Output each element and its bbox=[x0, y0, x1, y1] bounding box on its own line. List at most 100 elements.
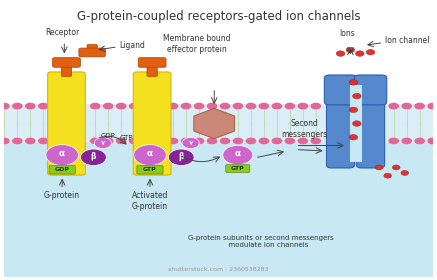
Bar bbox=[4, 104, 433, 143]
Circle shape bbox=[206, 137, 218, 144]
Text: γ: γ bbox=[188, 140, 193, 145]
Circle shape bbox=[80, 149, 106, 165]
FancyBboxPatch shape bbox=[137, 165, 163, 174]
Circle shape bbox=[46, 145, 79, 165]
Circle shape bbox=[349, 107, 357, 113]
Circle shape bbox=[388, 137, 399, 144]
Circle shape bbox=[414, 102, 425, 110]
FancyBboxPatch shape bbox=[133, 72, 171, 175]
Circle shape bbox=[427, 137, 437, 144]
Circle shape bbox=[38, 137, 49, 144]
Bar bbox=[4, 104, 433, 277]
Circle shape bbox=[25, 137, 36, 144]
Circle shape bbox=[180, 102, 191, 110]
Circle shape bbox=[427, 102, 437, 110]
Circle shape bbox=[297, 102, 309, 110]
Circle shape bbox=[128, 102, 140, 110]
Circle shape bbox=[194, 102, 205, 110]
Circle shape bbox=[284, 137, 295, 144]
Circle shape bbox=[246, 137, 257, 144]
FancyBboxPatch shape bbox=[326, 79, 355, 168]
FancyBboxPatch shape bbox=[52, 58, 80, 67]
Text: GTP: GTP bbox=[143, 167, 157, 172]
Text: G-protein-coupled receptors-gated ion channels: G-protein-coupled receptors-gated ion ch… bbox=[76, 10, 361, 23]
Circle shape bbox=[223, 146, 253, 165]
Circle shape bbox=[94, 137, 111, 148]
Circle shape bbox=[219, 137, 231, 144]
Circle shape bbox=[167, 137, 179, 144]
Circle shape bbox=[271, 137, 282, 144]
Text: Second
messengers: Second messengers bbox=[281, 119, 327, 139]
Circle shape bbox=[346, 47, 355, 53]
Circle shape bbox=[25, 102, 36, 110]
Circle shape bbox=[356, 51, 364, 56]
Text: G-protein subunits or second messengers
      modulate ion channels: G-protein subunits or second messengers … bbox=[188, 235, 334, 248]
Text: Ions: Ions bbox=[339, 29, 355, 38]
FancyBboxPatch shape bbox=[147, 64, 157, 76]
Circle shape bbox=[258, 102, 270, 110]
Circle shape bbox=[310, 102, 321, 110]
Circle shape bbox=[103, 102, 114, 110]
Circle shape bbox=[206, 102, 218, 110]
Text: α: α bbox=[59, 149, 65, 158]
FancyBboxPatch shape bbox=[138, 58, 166, 67]
FancyBboxPatch shape bbox=[357, 79, 385, 168]
Circle shape bbox=[0, 137, 10, 144]
Text: G-protein: G-protein bbox=[44, 191, 80, 200]
FancyBboxPatch shape bbox=[49, 165, 75, 174]
Circle shape bbox=[246, 102, 257, 110]
Circle shape bbox=[116, 137, 127, 144]
Circle shape bbox=[366, 50, 375, 55]
Text: GDP: GDP bbox=[101, 133, 115, 139]
Circle shape bbox=[219, 102, 231, 110]
Text: GDP: GDP bbox=[55, 167, 69, 172]
Circle shape bbox=[414, 137, 425, 144]
FancyBboxPatch shape bbox=[87, 45, 97, 55]
Circle shape bbox=[284, 102, 295, 110]
FancyBboxPatch shape bbox=[61, 64, 72, 76]
Circle shape bbox=[12, 137, 23, 144]
Circle shape bbox=[297, 137, 309, 144]
Text: Ion channel: Ion channel bbox=[385, 36, 429, 45]
Text: Activated
G-protein: Activated G-protein bbox=[132, 191, 168, 211]
Circle shape bbox=[232, 102, 243, 110]
Circle shape bbox=[90, 102, 101, 110]
Text: GTP: GTP bbox=[231, 166, 245, 171]
Circle shape bbox=[134, 145, 166, 165]
Circle shape bbox=[180, 137, 191, 144]
FancyBboxPatch shape bbox=[48, 72, 85, 175]
Text: γ: γ bbox=[101, 140, 105, 145]
Text: shutterstock.com · 2360538283: shutterstock.com · 2360538283 bbox=[168, 267, 269, 272]
Bar bbox=[4, 3, 433, 104]
FancyBboxPatch shape bbox=[324, 75, 357, 105]
Circle shape bbox=[271, 102, 282, 110]
Circle shape bbox=[128, 137, 140, 144]
Circle shape bbox=[349, 80, 357, 85]
Text: GTP: GTP bbox=[119, 135, 133, 141]
Circle shape bbox=[258, 137, 270, 144]
Circle shape bbox=[232, 137, 243, 144]
Circle shape bbox=[182, 137, 199, 148]
Circle shape bbox=[384, 173, 392, 178]
Text: α: α bbox=[147, 149, 153, 158]
Circle shape bbox=[392, 165, 400, 170]
Text: Membrane bound
effector protein: Membrane bound effector protein bbox=[163, 34, 231, 54]
Circle shape bbox=[116, 102, 127, 110]
Circle shape bbox=[12, 102, 23, 110]
FancyBboxPatch shape bbox=[226, 165, 250, 172]
Circle shape bbox=[310, 137, 321, 144]
Bar bbox=[350, 85, 361, 162]
Text: β: β bbox=[91, 152, 96, 161]
FancyBboxPatch shape bbox=[79, 48, 105, 57]
Circle shape bbox=[401, 137, 412, 144]
Text: β: β bbox=[178, 152, 184, 161]
Circle shape bbox=[194, 137, 205, 144]
Circle shape bbox=[353, 121, 361, 126]
Circle shape bbox=[167, 102, 179, 110]
Circle shape bbox=[0, 102, 10, 110]
Circle shape bbox=[103, 137, 114, 144]
Circle shape bbox=[38, 102, 49, 110]
Text: α: α bbox=[235, 149, 241, 158]
Circle shape bbox=[401, 171, 409, 175]
Circle shape bbox=[349, 134, 357, 140]
